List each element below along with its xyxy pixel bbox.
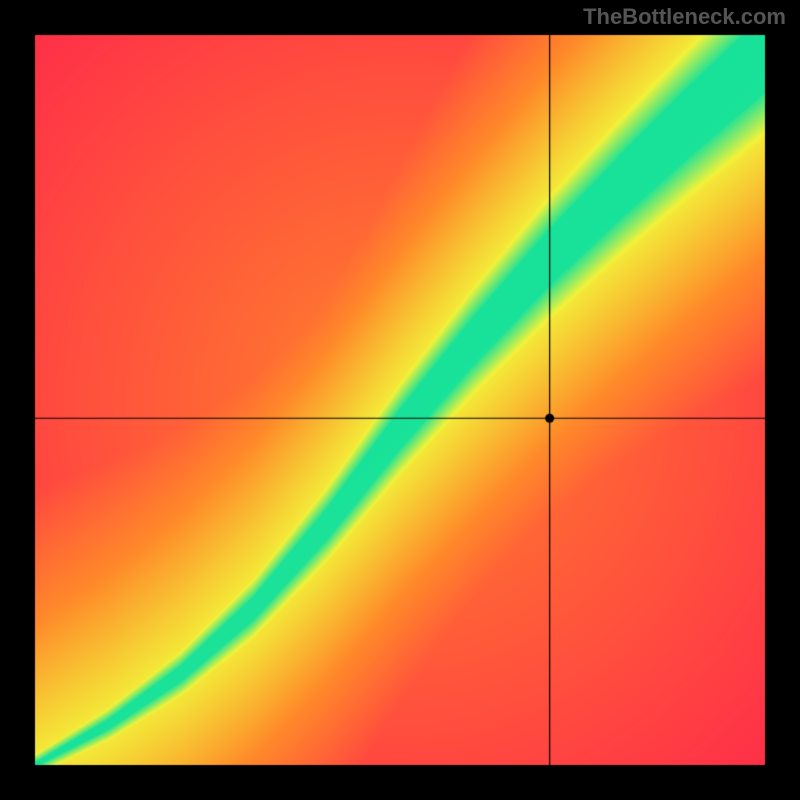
bottleneck-heatmap xyxy=(0,0,800,800)
watermark-text: TheBottleneck.com xyxy=(583,4,786,30)
chart-container: TheBottleneck.com xyxy=(0,0,800,800)
